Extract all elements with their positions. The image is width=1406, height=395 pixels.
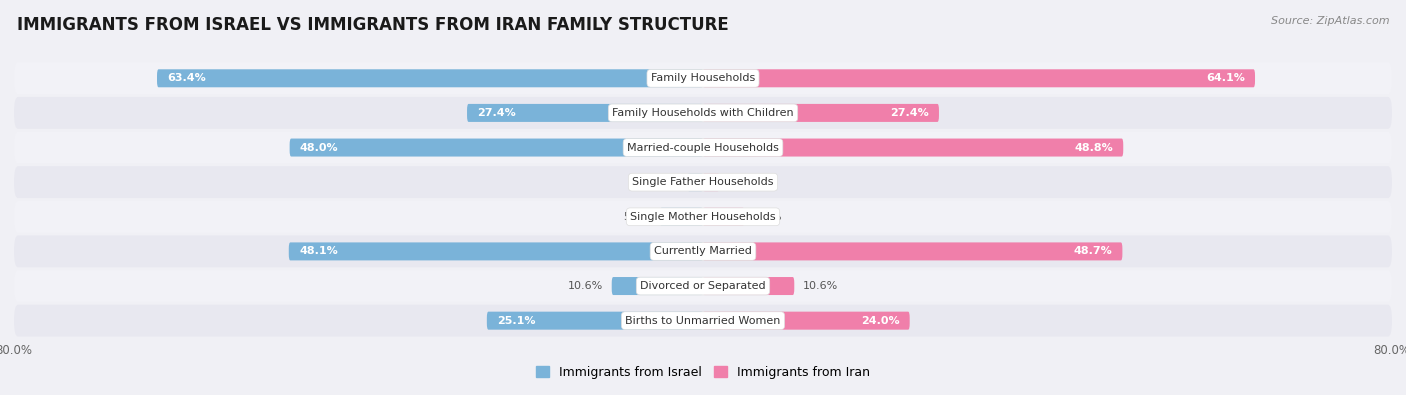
Text: Single Father Households: Single Father Households: [633, 177, 773, 187]
Text: IMMIGRANTS FROM ISRAEL VS IMMIGRANTS FROM IRAN FAMILY STRUCTURE: IMMIGRANTS FROM ISRAEL VS IMMIGRANTS FRO…: [17, 16, 728, 34]
Legend: Immigrants from Israel, Immigrants from Iran: Immigrants from Israel, Immigrants from …: [531, 361, 875, 384]
Text: 4.8%: 4.8%: [754, 212, 782, 222]
FancyBboxPatch shape: [659, 208, 703, 226]
FancyBboxPatch shape: [14, 166, 1392, 198]
Text: Currently Married: Currently Married: [654, 246, 752, 256]
FancyBboxPatch shape: [703, 104, 939, 122]
FancyBboxPatch shape: [703, 208, 744, 226]
FancyBboxPatch shape: [157, 69, 703, 87]
FancyBboxPatch shape: [14, 62, 1392, 94]
Text: 27.4%: 27.4%: [890, 108, 928, 118]
FancyBboxPatch shape: [14, 132, 1392, 164]
Text: 1.8%: 1.8%: [651, 177, 679, 187]
FancyBboxPatch shape: [703, 312, 910, 330]
FancyBboxPatch shape: [703, 243, 1122, 260]
FancyBboxPatch shape: [612, 277, 703, 295]
FancyBboxPatch shape: [14, 235, 1392, 267]
FancyBboxPatch shape: [14, 270, 1392, 302]
FancyBboxPatch shape: [688, 173, 703, 191]
Text: 64.1%: 64.1%: [1206, 73, 1244, 83]
Text: 48.7%: 48.7%: [1073, 246, 1112, 256]
Text: Births to Unmarried Women: Births to Unmarried Women: [626, 316, 780, 325]
Text: 24.0%: 24.0%: [860, 316, 900, 325]
Text: 5.0%: 5.0%: [623, 212, 651, 222]
FancyBboxPatch shape: [290, 139, 703, 156]
FancyBboxPatch shape: [14, 97, 1392, 129]
Text: 10.6%: 10.6%: [568, 281, 603, 291]
Text: Married-couple Households: Married-couple Households: [627, 143, 779, 152]
FancyBboxPatch shape: [14, 201, 1392, 233]
Text: Single Mother Households: Single Mother Households: [630, 212, 776, 222]
FancyBboxPatch shape: [703, 139, 1123, 156]
Text: Source: ZipAtlas.com: Source: ZipAtlas.com: [1271, 16, 1389, 26]
Text: 10.6%: 10.6%: [803, 281, 838, 291]
FancyBboxPatch shape: [703, 277, 794, 295]
FancyBboxPatch shape: [703, 173, 720, 191]
Text: Family Households with Children: Family Households with Children: [612, 108, 794, 118]
FancyBboxPatch shape: [288, 243, 703, 260]
Text: 25.1%: 25.1%: [498, 316, 536, 325]
Text: 1.9%: 1.9%: [728, 177, 756, 187]
FancyBboxPatch shape: [467, 104, 703, 122]
FancyBboxPatch shape: [703, 69, 1256, 87]
Text: Family Households: Family Households: [651, 73, 755, 83]
FancyBboxPatch shape: [14, 305, 1392, 337]
Text: Divorced or Separated: Divorced or Separated: [640, 281, 766, 291]
FancyBboxPatch shape: [486, 312, 703, 330]
Text: 27.4%: 27.4%: [478, 108, 516, 118]
Text: 48.0%: 48.0%: [299, 143, 339, 152]
Text: 48.1%: 48.1%: [299, 246, 337, 256]
Text: 48.8%: 48.8%: [1074, 143, 1114, 152]
Text: 63.4%: 63.4%: [167, 73, 207, 83]
